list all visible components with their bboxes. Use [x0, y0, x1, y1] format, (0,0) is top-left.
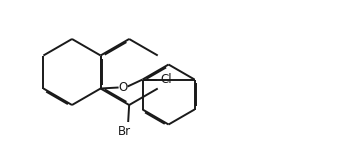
Text: Cl: Cl [161, 73, 172, 86]
Text: Br: Br [118, 125, 131, 138]
Text: O: O [118, 81, 127, 94]
